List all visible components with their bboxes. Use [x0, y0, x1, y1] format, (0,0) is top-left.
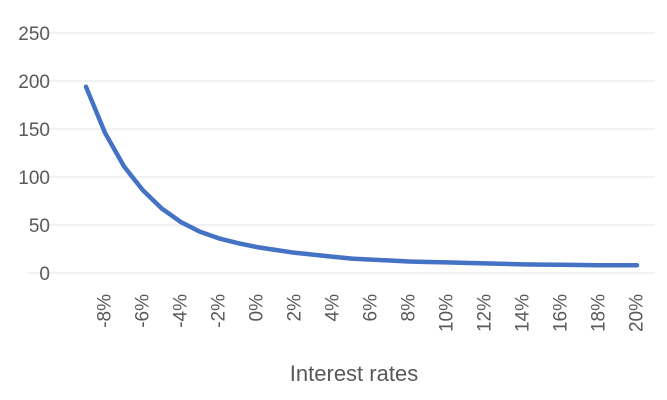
data-point: [483, 261, 487, 266]
data-point: [103, 130, 107, 135]
y-tick-label: 250: [18, 24, 50, 45]
data-point: [369, 257, 373, 262]
x-tick-label: -4%: [171, 294, 192, 328]
y-tick-label: 0: [39, 264, 50, 285]
data-point: [426, 259, 430, 264]
data-point: [141, 188, 145, 193]
x-tick-label: -2%: [209, 294, 230, 328]
x-tick-label: -6%: [133, 294, 154, 328]
y-tick-label: 150: [18, 120, 50, 141]
data-point: [635, 263, 639, 268]
data-point: [84, 84, 88, 89]
data-point: [160, 206, 164, 211]
data-point: [122, 164, 126, 169]
data-point: [388, 258, 392, 263]
data-point: [445, 260, 449, 265]
x-tick-label: 0%: [247, 294, 268, 322]
data-point: [179, 220, 183, 225]
x-axis-tick-labels: -8% -6% -4% -2% 0% 2% 4% 6% 8% 10% 12% 14% 16% 18% 20%: [95, 294, 648, 332]
data-point: [331, 254, 335, 259]
data-point: [597, 263, 601, 268]
data-point: [198, 229, 202, 234]
series-group: [83, 84, 640, 268]
x-tick-label: 18%: [589, 294, 610, 332]
data-point: [540, 262, 544, 267]
x-tick-label: 16%: [551, 294, 572, 332]
data-point: [464, 260, 468, 265]
series-line: [83, 84, 640, 268]
data-point: [293, 250, 297, 255]
x-tick-label: 14%: [513, 294, 534, 332]
data-point: [616, 263, 620, 268]
data-point: [502, 261, 506, 266]
data-point: [578, 263, 582, 268]
y-axis-tick-labels: 0 50 100 150 200 250: [18, 24, 50, 285]
x-tick-label: 10%: [437, 294, 458, 332]
x-axis-title: Interest rates: [290, 361, 418, 386]
data-point: [236, 241, 240, 246]
data-point: [255, 245, 259, 250]
data-point: [407, 259, 411, 264]
y-tick-label: 50: [29, 216, 50, 237]
data-point: [350, 256, 354, 261]
x-tick-label: 6%: [361, 294, 382, 322]
data-point: [312, 252, 316, 257]
y-tick-label: 100: [18, 168, 50, 189]
gridlines: [28, 32, 655, 274]
x-tick-label: -8%: [95, 294, 116, 328]
data-point: [521, 262, 525, 267]
data-point: [217, 236, 221, 241]
x-tick-label: 8%: [399, 294, 420, 322]
x-tick-label: 4%: [323, 294, 344, 322]
data-point: [559, 262, 563, 267]
x-tick-label: 12%: [475, 294, 496, 332]
x-tick-label: 2%: [285, 294, 306, 322]
x-tick-label: 20%: [627, 294, 648, 332]
data-point: [274, 247, 278, 252]
y-tick-label: 200: [18, 72, 50, 93]
